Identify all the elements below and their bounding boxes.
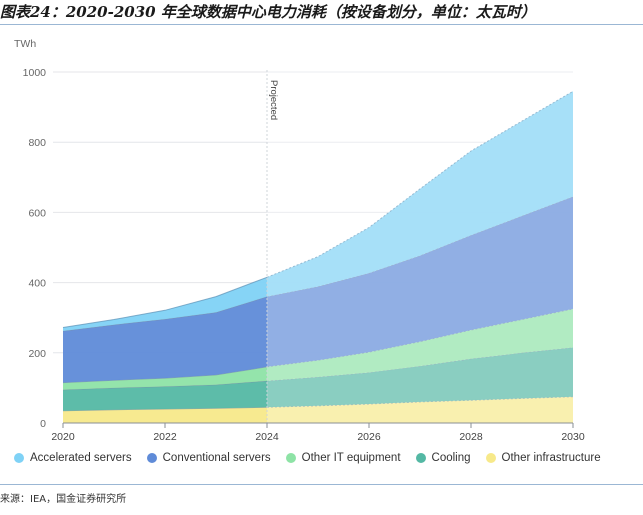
legend-label: Other IT equipment xyxy=(301,452,401,464)
source-note: 来源：IEA，国金证券研究所 xyxy=(0,494,127,505)
source-divider xyxy=(0,484,643,485)
x-tick-label: 2020 xyxy=(51,431,75,443)
area-other-infrastructure xyxy=(63,396,573,423)
axis-layer: 0 200 400 600 800 1000 TWh 2020 2022 2024 2026 2028… xyxy=(14,38,585,443)
projection-label: Projected xyxy=(268,80,279,120)
legend-swatch xyxy=(146,453,157,463)
area-conventional-servers xyxy=(63,196,573,383)
figure-title: 图表24：2020-2030 年全球数据中心电力消耗（按设备划分，单位：太瓦时） xyxy=(0,3,536,21)
legend-label: Other infrastructure xyxy=(501,452,601,464)
legend-item: Accelerated servers xyxy=(14,452,132,464)
legend-swatch xyxy=(415,453,426,463)
series-edge-projected xyxy=(266,90,574,278)
legend-swatch xyxy=(285,453,296,463)
area-layer xyxy=(62,90,574,423)
legend-label: Conventional servers xyxy=(162,452,271,464)
x-tick-label: 2022 xyxy=(153,431,177,443)
legend-label: Cooling xyxy=(431,452,471,464)
y-tick-label: 800 xyxy=(28,137,46,149)
y-axis-label: TWh xyxy=(14,38,36,50)
y-tick-label: 600 xyxy=(28,207,46,219)
x-tick-label: 2024 xyxy=(255,431,279,443)
y-tick-label: 200 xyxy=(28,348,46,360)
area-accelerated-servers xyxy=(63,91,573,331)
legend-item: Cooling xyxy=(415,452,471,464)
area-other-it-equipment xyxy=(63,308,573,390)
legend-swatch xyxy=(14,453,24,463)
legend-label: Accelerated servers xyxy=(30,452,132,464)
title-divider xyxy=(0,24,643,25)
y-tick-label: 0 xyxy=(40,418,46,430)
chart-legend: Accelerated servers Conventional servers O… xyxy=(14,451,616,465)
legend-item: Other infrastructure xyxy=(485,452,601,464)
stacked-area-chart: Projected 0 200 400 600 800 1000 TWh 2020 2022 20… xyxy=(14,38,585,443)
series-edge-historical xyxy=(62,276,268,328)
projection-overlay: Projected xyxy=(266,62,573,423)
x-tick-label: 2028 xyxy=(459,431,483,443)
x-tick-label: 2030 xyxy=(561,431,585,443)
y-tick-label: 1000 xyxy=(23,67,47,79)
x-tick-label: 2026 xyxy=(357,431,381,443)
legend-item: Conventional servers xyxy=(146,452,271,464)
projected-region-wash xyxy=(267,62,573,423)
legend-swatch xyxy=(485,453,496,463)
area-cooling xyxy=(63,347,573,411)
legend-item: Other IT equipment xyxy=(285,452,401,464)
y-tick-label: 400 xyxy=(28,278,46,290)
